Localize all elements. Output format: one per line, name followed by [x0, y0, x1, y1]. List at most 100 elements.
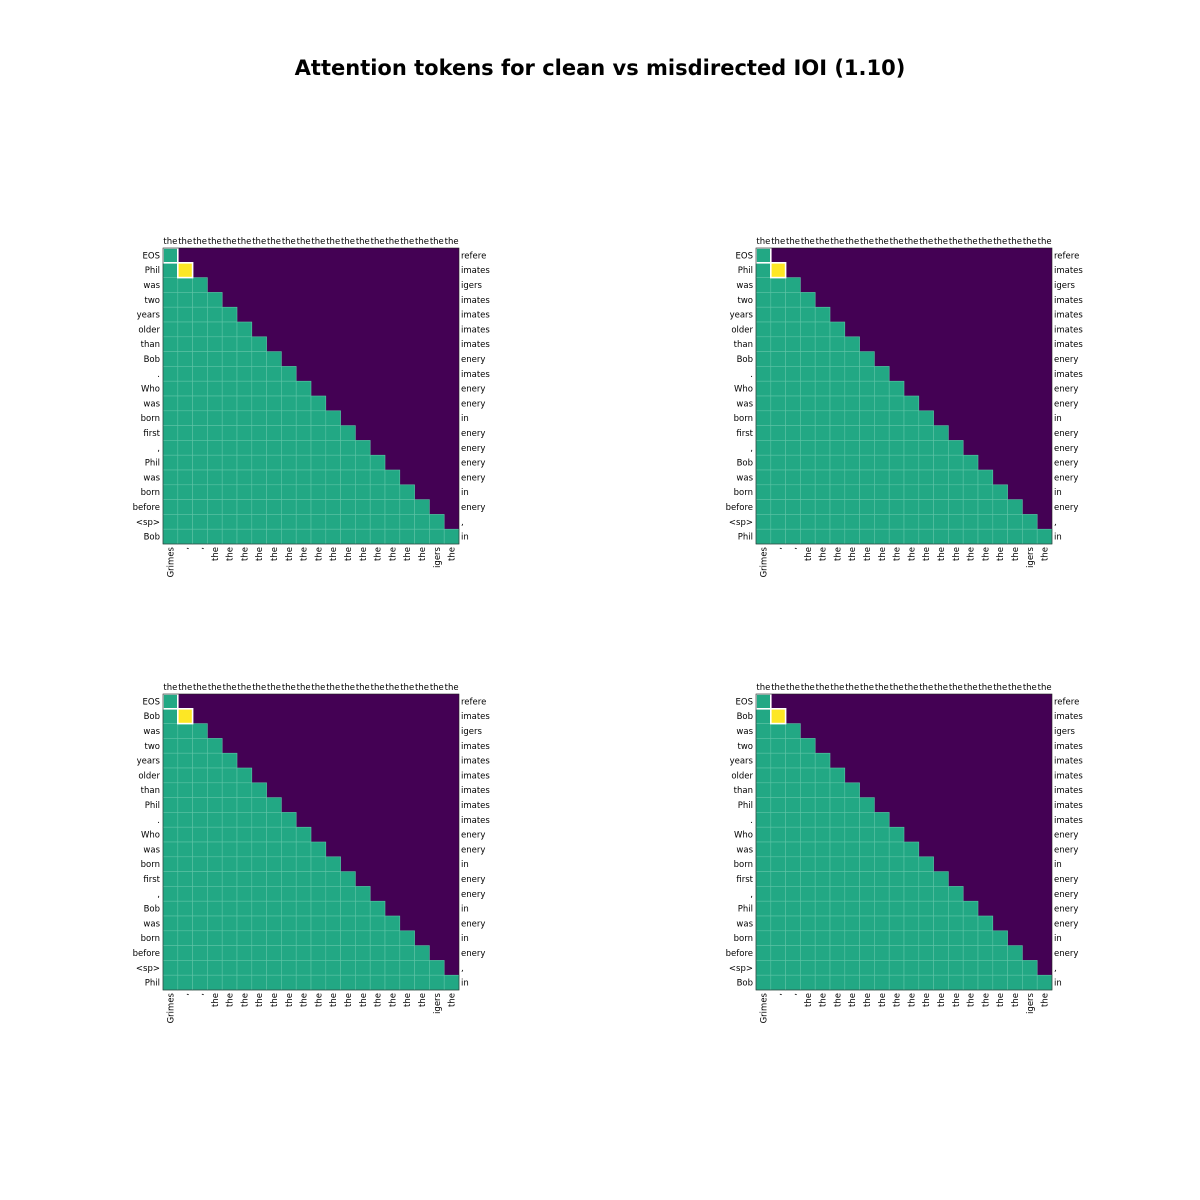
heatmap-cell-15-1: [177, 469, 193, 486]
heatmap-cell-6-2: [785, 336, 801, 352]
right-tick-label: imates: [461, 340, 490, 350]
heatmap-cell-16-15: [977, 484, 994, 500]
top-tick-label: the: [178, 237, 192, 247]
heatmap-cell-13-9: [295, 886, 312, 902]
heatmap-cell-15-9: [888, 915, 905, 932]
heatmap-cell-18-4: [814, 514, 831, 530]
bottom-tick-label: the: [329, 993, 339, 1007]
heatmap-cell-11-8: [874, 410, 890, 426]
heatmap-cell-11-1: [770, 856, 786, 872]
row-tick-label: was: [736, 845, 753, 855]
bottom-tick-label: the: [226, 993, 236, 1007]
heatmap-cell-19-10: [903, 974, 920, 991]
heatmap-cell-16-6: [844, 484, 860, 500]
heatmap-cell-17-1: [770, 945, 786, 961]
heatmap-cell-16-14: [369, 930, 386, 946]
heatmap-cell-12-12: [933, 425, 949, 441]
heatmap-cell-16-1: [770, 484, 786, 500]
heatmap-cell-14-1: [770, 454, 786, 471]
heatmap-cell-17-12: [340, 499, 356, 515]
row-tick-label: .: [750, 816, 753, 826]
top-tick-label: the: [223, 237, 237, 247]
heatmap-cell-16-5: [829, 930, 846, 946]
heatmap-cell-15-6: [844, 915, 860, 932]
bottom-tick-label: the: [255, 993, 265, 1007]
heatmap-cell-19-13: [948, 974, 964, 991]
heatmap-cell-4-1: [770, 752, 786, 769]
row-tick-label: was: [143, 727, 160, 737]
heatmap-cell-14-0: [162, 454, 179, 471]
heatmap-cell-9-5: [829, 380, 846, 397]
heatmap-cell-12-3: [207, 425, 223, 441]
heatmap-cell-8-4: [814, 366, 831, 382]
heatmap-cell-14-9: [295, 900, 312, 917]
heatmap-cell-5-4: [221, 321, 238, 338]
right-tick-label: in: [1054, 979, 1062, 989]
heatmap-cell-12-8: [874, 871, 890, 887]
heatmap-cell-18-1: [177, 960, 193, 976]
bottom-tick-label: the: [848, 547, 858, 561]
heatmap-cell-6-3: [207, 782, 223, 798]
heatmap-cell-11-4: [814, 856, 831, 872]
top-tick-label: the: [1008, 237, 1022, 247]
heatmap-cell-12-2: [785, 425, 801, 441]
heatmap-cell-12-8: [281, 871, 297, 887]
top-tick-label: the: [949, 237, 963, 247]
bottom-tick-label: the: [226, 547, 236, 561]
heatmap-cell-14-9: [888, 454, 905, 471]
heatmap-cell-15-2: [192, 915, 208, 932]
heatmap-cell-5-4: [814, 321, 831, 338]
heatmap-cell-18-2: [785, 514, 801, 530]
row-tick-label: EOS: [736, 697, 753, 707]
top-tick-label: the: [430, 683, 444, 693]
heatmap-cell-16-1: [177, 930, 193, 946]
top-tick-label: the: [445, 237, 459, 247]
heatmap-cell-19-9: [888, 974, 905, 991]
top-tick-label: the: [904, 683, 918, 693]
heatmap-cell-15-14: [962, 915, 979, 932]
heatmap-cell-9-5: [236, 380, 253, 397]
heatmap-cell-6-3: [800, 782, 816, 798]
heatmap-cell-8-5: [829, 812, 846, 828]
heatmap-cell-19-5: [829, 974, 846, 991]
heatmap-cell-9-4: [221, 380, 238, 397]
row-tick-label: Bob: [144, 905, 160, 915]
heatmap-cell-17-9: [888, 499, 905, 515]
heatmap-cell-9-6: [844, 380, 860, 397]
heatmap-cell-12-4: [221, 425, 238, 441]
heatmap-cell-5-5: [829, 767, 846, 784]
heatmap-cell-14-7: [859, 454, 875, 471]
heatmap-cell-11-7: [859, 410, 875, 426]
heatmap-cell-3-2: [785, 292, 801, 308]
heatmap-cell-12-6: [251, 871, 267, 887]
heatmap-cell-15-9: [888, 469, 905, 486]
heatmap-cell-13-4: [221, 440, 238, 456]
heatmap-cell-10-4: [221, 841, 238, 858]
top-tick-label: the: [1008, 683, 1022, 693]
heatmap-cell-13-9: [888, 886, 905, 902]
heatmap-frame: [755, 247, 1053, 545]
heatmap-cell-15-9: [295, 915, 312, 932]
heatmap-cell-17-13: [355, 945, 371, 961]
heatmap-cell-7-5: [829, 797, 846, 813]
heatmap-cell-5-1: [177, 767, 193, 784]
heatmap-cell-18-3: [207, 514, 223, 530]
heatmap-cell-8-6: [844, 812, 860, 828]
heatmap-cell-8-3: [800, 812, 816, 828]
heatmap-cell-16-11: [325, 930, 341, 946]
right-tick-label: in: [461, 533, 469, 543]
bottom-tick-label: the: [981, 547, 991, 561]
heatmap-cell-18-17: [414, 514, 430, 530]
heatmap-cell-1-1: [770, 262, 786, 278]
heatmap-cell-15-8: [874, 469, 890, 486]
heatmap-cell-12-10: [310, 425, 327, 441]
heatmap-cell-11-8: [874, 856, 890, 872]
heatmap-cell-19-5: [829, 528, 846, 545]
top-tick-label: the: [237, 683, 251, 693]
heatmap-cell-18-10: [903, 514, 920, 530]
heatmap-cell-7-0: [162, 797, 179, 813]
heatmap-cell-16-16: [399, 484, 415, 500]
heatmap-cell-8-2: [192, 366, 208, 382]
heatmap-cell-18-8: [281, 514, 297, 530]
top-tick-label: the: [816, 237, 830, 247]
